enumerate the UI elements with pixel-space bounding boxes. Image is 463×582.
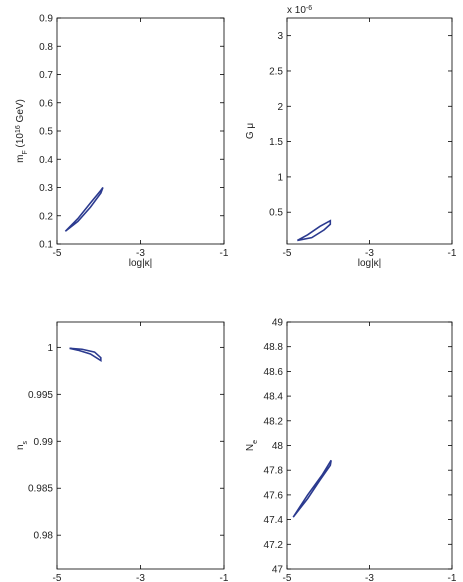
y-tick-label: 0.985 [28,484,53,495]
label-part: F [22,150,29,154]
label-part: 16 [15,125,22,133]
y-tick-label: 1.5 [269,137,283,148]
y-axis-label: mF (1016 GeV) [15,99,29,163]
x-axis-label: log|κ| [358,258,382,269]
subplot: 47 47.2 47.4 47.6 47.8 48 48.2 48.4 48.6 48.8 49 -5… [245,318,457,582]
subplot: 0.5 1 1.5 2 2.5 3 -5 -3 -1 log|κ| G μ x 10-6 [245,5,457,270]
y-tick-label: 0.9 [39,14,53,25]
axes-box [56,321,225,570]
contour [292,459,332,518]
y-tick-label: 1 [47,343,53,354]
x-tick-label: -3 [365,248,374,259]
y-tick-label: 0.98 [34,531,54,542]
subplot: 0.1 0.2 0.3 0.4 0.5 0.6 0.7 0.8 0.9 -5 -3 -1 log|κ| m… [15,14,229,270]
x-tick-label: -5 [283,573,292,582]
contour [69,347,102,362]
y-tick-label: 48.2 [264,416,284,427]
y-tick-label: 47.6 [264,490,284,501]
axes-box [56,17,225,245]
axes-box [286,17,453,245]
y-axis-label: G μ [245,123,256,140]
label-part: G μ [245,123,256,140]
x-tick-label: -5 [53,573,62,582]
y-tick-label: 48.4 [264,392,284,403]
y-tick-label: 2 [277,102,283,113]
y-axis-label: Ne [245,440,259,451]
y-tick-label: 0.6 [39,98,53,109]
y-tick-label: 0.99 [34,437,54,448]
y-tick-label: 48 [272,441,284,452]
x-tick-label: -1 [220,248,229,259]
y-tick-label: 0.2 [39,211,53,222]
contour [64,187,104,232]
x-tick-label: -1 [448,248,457,259]
x-tick-label: -3 [136,573,145,582]
y-tick-label: 0.5 [39,127,53,138]
y-tick-label: 47.2 [264,540,284,551]
y-tick-label: 0.8 [39,42,53,53]
y-tick-label: 0.995 [28,390,53,401]
y-tick-label: 0.5 [269,208,283,219]
label-part: n [15,444,26,450]
label-part: -6 [306,5,312,12]
label-part: (10 [15,133,26,151]
axes-box [286,321,453,570]
x-tick-label: -5 [283,248,292,259]
x-tick-label: -3 [365,573,374,582]
x-tick-label: -1 [448,573,457,582]
x-tick-label: -1 [220,573,229,582]
y-tick-label: 48.6 [264,367,284,378]
x-tick-label: -3 [136,248,145,259]
label-part: x 10 [287,5,306,16]
y-tick-label: 48.8 [264,342,284,353]
axis-exponent: x 10-6 [287,5,312,17]
x-axis-label: log|κ| [129,258,153,269]
y-tick-label: 1 [277,172,283,183]
label-part: GeV) [15,99,26,125]
label-part: e [252,440,259,444]
y-tick-label: 0.1 [39,240,53,251]
label-part: N [245,444,256,451]
x-tick-label: -5 [53,248,62,259]
y-tick-label: 0.3 [39,183,53,194]
y-tick-label: 0.4 [39,155,53,166]
y-tick-label: 2.5 [269,66,283,77]
y-tick-label: 47.8 [264,466,284,477]
y-tick-label: 0.7 [39,70,53,81]
y-tick-label: 47.4 [264,515,284,526]
contour [296,219,332,242]
y-tick-label: 49 [272,318,284,329]
label-part: m [15,155,26,163]
y-tick-label: 3 [277,31,283,42]
y-axis-label: ns [15,440,29,450]
label-part: s [22,440,29,444]
y-tick-label: 47 [272,565,284,576]
